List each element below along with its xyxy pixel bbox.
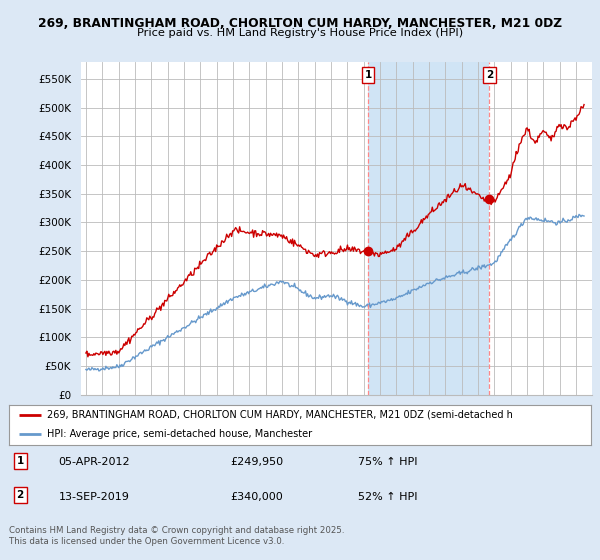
Text: 13-SEP-2019: 13-SEP-2019 xyxy=(58,492,130,502)
Text: 05-APR-2012: 05-APR-2012 xyxy=(58,457,130,467)
Text: HPI: Average price, semi-detached house, Manchester: HPI: Average price, semi-detached house,… xyxy=(47,429,312,439)
Text: 2: 2 xyxy=(486,70,493,80)
Text: 75% ↑ HPI: 75% ↑ HPI xyxy=(358,457,418,467)
Text: 269, BRANTINGHAM ROAD, CHORLTON CUM HARDY, MANCHESTER, M21 0DZ (semi-detached h: 269, BRANTINGHAM ROAD, CHORLTON CUM HARD… xyxy=(47,410,513,420)
Text: 269, BRANTINGHAM ROAD, CHORLTON CUM HARDY, MANCHESTER, M21 0DZ: 269, BRANTINGHAM ROAD, CHORLTON CUM HARD… xyxy=(38,17,562,30)
Text: Price paid vs. HM Land Registry's House Price Index (HPI): Price paid vs. HM Land Registry's House … xyxy=(137,28,463,38)
Text: £340,000: £340,000 xyxy=(230,492,283,502)
Text: 2: 2 xyxy=(17,491,24,500)
Text: 1: 1 xyxy=(17,456,24,465)
Text: £249,950: £249,950 xyxy=(230,457,283,467)
Text: 1: 1 xyxy=(364,70,371,80)
Text: Contains HM Land Registry data © Crown copyright and database right 2025.
This d: Contains HM Land Registry data © Crown c… xyxy=(9,526,344,546)
Text: 52% ↑ HPI: 52% ↑ HPI xyxy=(358,492,418,502)
Bar xyxy=(368,62,490,395)
